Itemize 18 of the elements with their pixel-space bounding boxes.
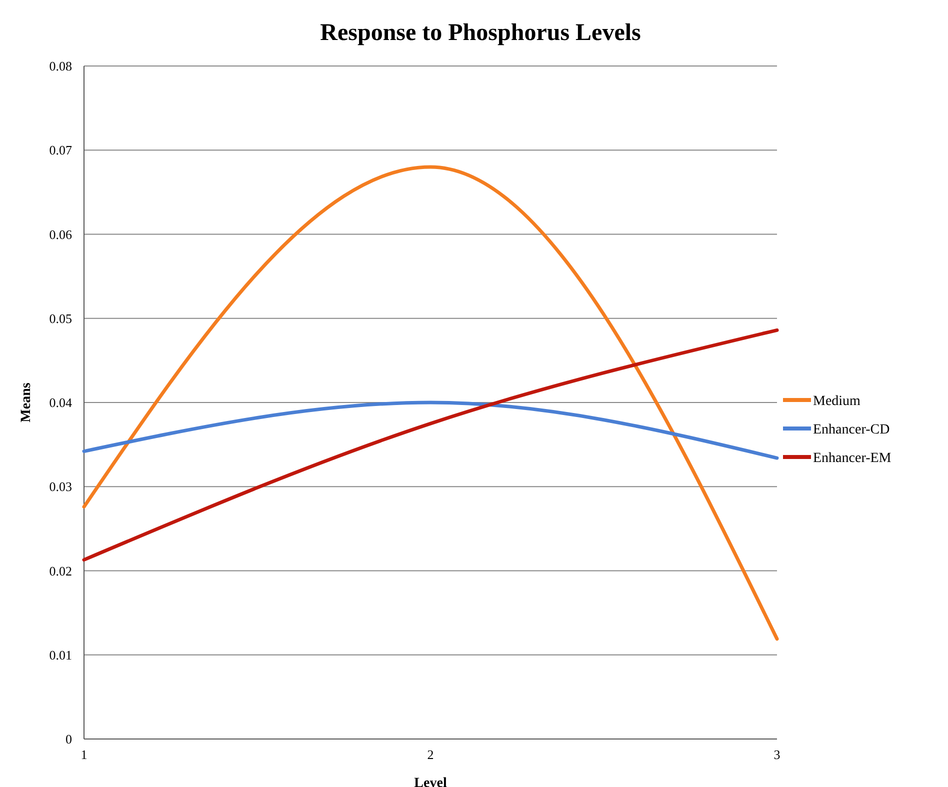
y-tick-label: 0.05 <box>49 310 72 326</box>
legend-label: Enhancer-EM <box>813 450 892 466</box>
legend-label: Enhancer-CD <box>813 422 890 438</box>
y-tick-label: 0.06 <box>49 226 72 242</box>
x-tick-label: 3 <box>774 747 780 762</box>
y-tick-label: 0.02 <box>49 563 72 578</box>
y-tick-label: 0.07 <box>49 142 72 158</box>
x-tick-label: 1 <box>80 747 88 762</box>
legend-label: Medium <box>813 394 861 409</box>
x-axis-title: Level <box>414 776 447 787</box>
y-axis-title: Means <box>19 382 34 422</box>
y-tick-label: 0.01 <box>49 647 72 662</box>
y-tick-label: 0.08 <box>49 58 72 74</box>
y-tick-label: 0.04 <box>49 395 72 410</box>
y-tick-label: 0 <box>66 732 72 747</box>
chart-title: Response to Phosphorus Levels <box>320 20 641 46</box>
y-tick-label: 0.03 <box>49 479 72 494</box>
x-tick-label: 2 <box>427 747 434 762</box>
